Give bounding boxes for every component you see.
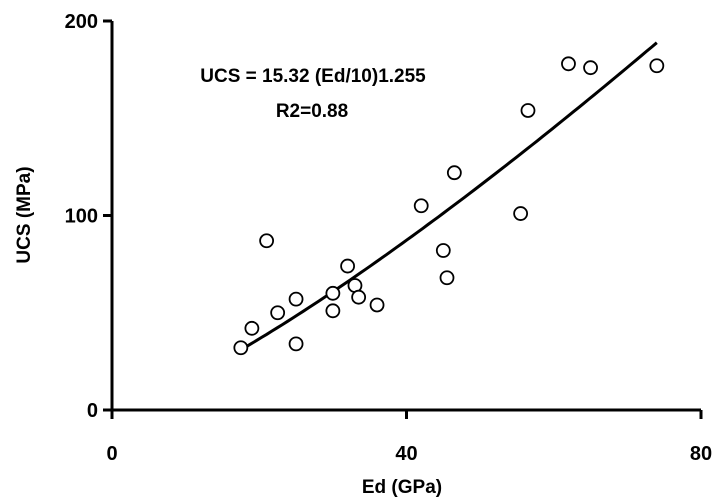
data-point: [513, 206, 529, 221]
data-point: [259, 233, 275, 249]
data-point: [446, 165, 462, 181]
data-point: [288, 336, 304, 352]
equation-annotation: UCS = 15.32 (Ed/10)1.255: [200, 66, 426, 87]
x-axis-ticks: 0 40 80: [106, 410, 712, 465]
data-point: [520, 103, 536, 118]
x-tick-label: 40: [395, 443, 417, 465]
data-points: [233, 56, 665, 356]
y-tick-label: 0: [87, 400, 98, 422]
data-point: [369, 297, 385, 313]
data-point: [325, 303, 341, 319]
data-point: [435, 243, 451, 258]
data-point: [649, 58, 665, 74]
y-tick-label: 100: [65, 206, 98, 228]
power-trendline: [240, 41, 658, 352]
data-point: [561, 56, 576, 72]
data-point: [288, 291, 304, 307]
y-tick-label: 200: [65, 11, 98, 33]
data-point: [351, 289, 367, 305]
plot-area: [233, 41, 665, 356]
data-point: [244, 320, 260, 336]
data-point: [413, 198, 429, 214]
data-point: [325, 285, 341, 301]
y-axis-title: UCS (MPa): [14, 166, 35, 263]
x-axis-title: Ed (GPa): [362, 477, 442, 498]
r2-annotation: R2=0.88: [276, 101, 348, 122]
x-tick-label: 0: [106, 443, 117, 465]
x-tick-label: 80: [690, 443, 712, 465]
y-axis-ticks: 0 100 200: [65, 11, 112, 422]
data-point: [340, 258, 356, 274]
data-point: [270, 305, 286, 321]
data-point: [439, 270, 455, 286]
data-point: [583, 60, 598, 76]
data-point: [233, 340, 249, 356]
